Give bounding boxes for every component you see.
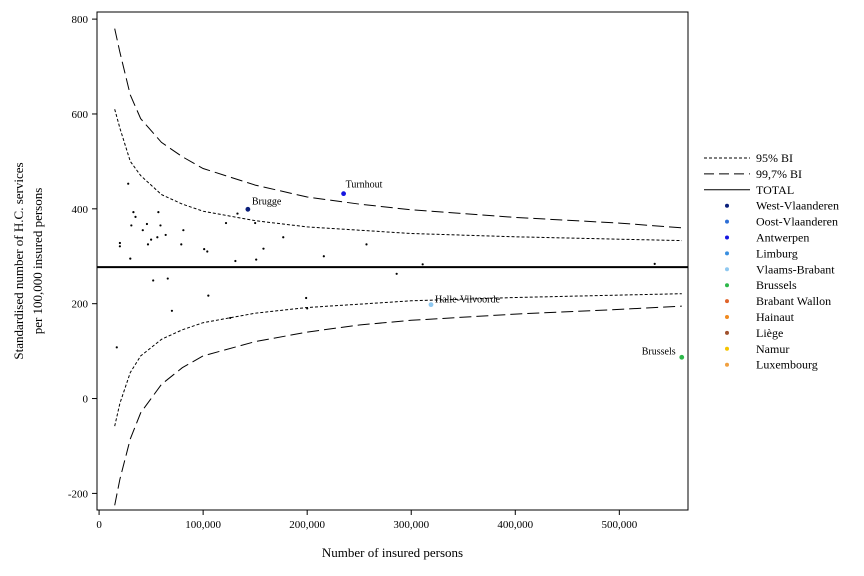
data-point [145,222,149,226]
data-point [134,215,137,218]
data-point [130,224,133,227]
data-point [118,241,121,245]
data-point [156,236,159,239]
legend-marker [725,235,729,240]
data-point [164,233,167,237]
data-point [395,272,398,275]
y-axis-label-line-1: Standardised number of H.C. services [11,162,26,359]
data-point [157,211,160,214]
data-point [150,238,153,241]
point-label: Brussels [642,346,676,357]
legend-label: Vlaams-Brabant [756,262,835,276]
y-tick-label: 400 [72,204,89,216]
legend-marker [725,299,729,304]
data-point [141,229,144,232]
x-tick-label: 0 [96,519,102,531]
x-tick-label: 100,000 [185,519,221,531]
data-point [224,221,228,225]
y-tick-label: 800 [72,14,89,26]
data-point [203,248,206,251]
data-point [262,247,265,250]
ci95-line [114,293,682,427]
data-point [341,191,346,197]
data-point [129,257,132,260]
data-point [306,307,309,310]
plot-frame [96,11,689,511]
legend: 95% BI 99,7% BI TOTAL West-Vlaanderen Oost-V… [704,151,839,372]
point-label: Halle-Vilvoorde [435,295,500,306]
data-point [365,243,368,246]
legend-label: Antwerpen [756,231,809,245]
legend-marker [725,203,729,208]
legend-label: Hainaut [756,310,795,324]
data-point [236,212,239,215]
legend-label: Namur [756,342,789,356]
ci95-line [114,109,682,242]
legend-marker [725,346,729,351]
x-tick-label: 500,000 [601,519,637,531]
data-point [254,221,257,225]
data-point [229,316,232,320]
data-point [322,255,325,258]
x-tick-label: 400,000 [497,519,533,531]
data-point [166,277,169,280]
legend-label: Oost-Vlaanderen [756,215,838,229]
x-tick-label: 300,000 [393,519,429,531]
data-point [653,262,656,265]
legend-label: Brabant Wallon [756,294,831,308]
data-point [207,294,210,297]
data-point [421,263,424,266]
y-tick-label: -200 [68,488,89,500]
data-point [234,259,237,263]
legend-marker [725,362,729,367]
data-point [152,279,155,282]
data-point [679,354,685,360]
ci997-line [114,305,682,506]
x-tick-label: 200,000 [289,519,325,531]
legend-marker [725,267,729,272]
legend-label: 95% BI [756,151,793,165]
legend-label: West-Vlaanderen [756,199,839,213]
ci997-line [114,28,682,229]
legend-marker [725,315,729,319]
data-point [118,245,121,248]
legend-marker [725,283,729,288]
data-point [182,229,185,232]
legend-marker [725,219,729,224]
data-point [159,224,162,227]
legend-label: Luxembourg [756,358,818,372]
data-point [282,236,285,239]
legend-label: Limburg [756,246,798,260]
data-point [305,296,308,300]
data-point [132,211,135,214]
legend-marker [725,251,729,256]
data-point [180,243,183,246]
legend-marker [725,330,729,335]
data-point [170,309,174,312]
data-point [206,250,209,253]
data-point [245,206,251,212]
legend-label: TOTAL [756,183,794,197]
legend-label: Liège [756,326,783,340]
legend-label: 99,7% BI [756,167,802,181]
data-point [428,302,434,308]
y-tick-label: 0 [83,394,89,406]
data-point [146,243,150,246]
y-axis-label-line-2: per 100,000 insured persons [30,188,45,335]
legend-label: Brussels [756,278,797,292]
point-label: Brugge [252,196,282,207]
data-point [127,182,130,185]
y-tick-label: 600 [72,109,89,121]
point-label: Turnhout [346,180,383,191]
y-tick-label: 200 [72,299,89,311]
data-point [115,346,118,349]
plot-area [97,28,688,506]
x-axis-label: Number of insured persons [322,545,463,560]
axes: 0 100,000 200,000 300,000 400,000 500,000 -200… [68,11,689,531]
data-point [255,258,258,261]
